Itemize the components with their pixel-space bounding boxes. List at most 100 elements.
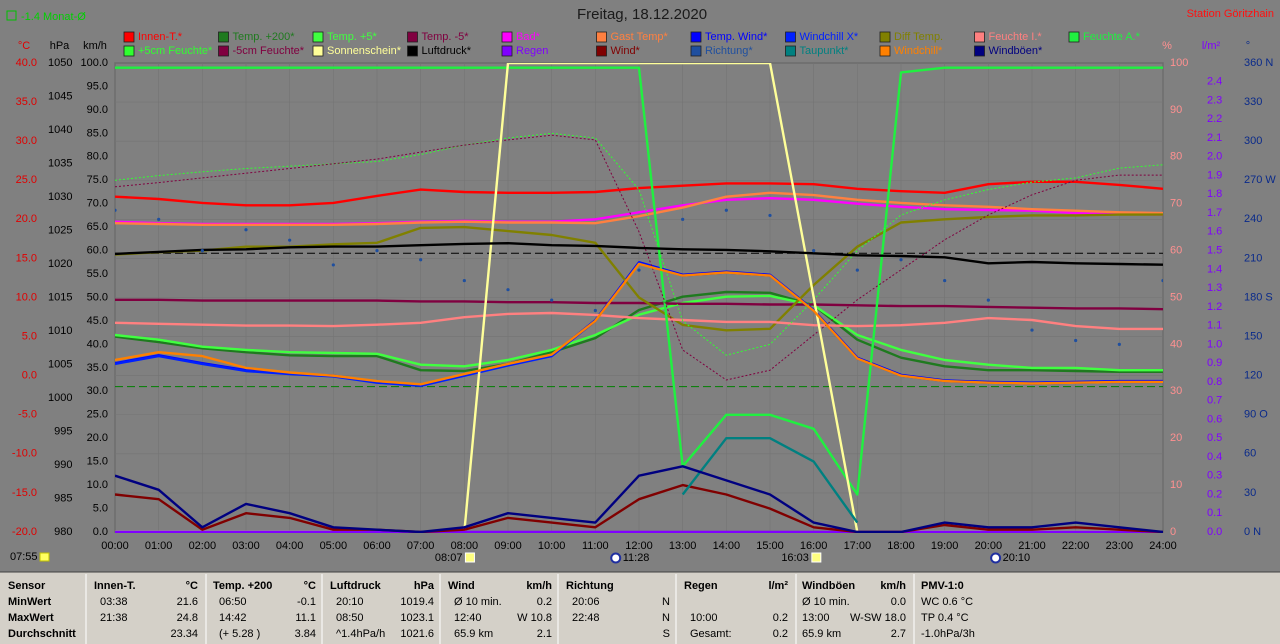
y-tick-label: 60 — [1170, 245, 1182, 257]
table-unit: km/h — [526, 580, 552, 592]
legend-label: Regen — [516, 45, 548, 57]
legend-label: Innen-T.* — [138, 31, 183, 43]
y-tick-label: 1.1 — [1207, 320, 1222, 332]
x-tick-label: 20:00 — [975, 540, 1003, 552]
y-tick-label: 0.9 — [1207, 357, 1222, 369]
legend-label: Gast Temp* — [611, 31, 669, 43]
x-tick-label: 08:00 — [451, 540, 479, 552]
table-cell: 24.8 — [177, 612, 198, 624]
table-cell: Ø 10 min. — [454, 596, 502, 608]
y-tick-label: 0.5 — [1207, 432, 1222, 444]
y-tick-label: 0.6 — [1207, 413, 1222, 425]
y-tick-label: 5.0 — [93, 502, 108, 514]
y-tick-label: 180 S — [1244, 291, 1273, 303]
series-line — [115, 191, 1163, 226]
series-line — [115, 311, 1163, 331]
chart-title: Freitag, 18.12.2020 — [577, 6, 707, 23]
table-cell: 13:00 — [802, 612, 830, 624]
legend-swatch — [501, 31, 513, 43]
legend-label: Luftdruck* — [422, 45, 472, 57]
legend-swatch — [879, 45, 891, 57]
y-tick-label: 25.0 — [16, 174, 37, 186]
y-tick-label: 240 — [1244, 213, 1262, 225]
reference-label: -1.4 Monat-Ø — [21, 11, 86, 23]
legend-swatch — [690, 45, 702, 57]
series-line — [115, 294, 1163, 372]
data-point — [637, 268, 641, 272]
y-tick-label: 1050 — [48, 57, 72, 69]
legend-swatch — [218, 45, 229, 57]
data-point — [1074, 338, 1078, 343]
table-cell: 2.7 — [891, 628, 906, 640]
x-tick-label: 10:00 — [538, 540, 566, 552]
x-tick-label: 07:00 — [407, 540, 435, 552]
y-tick-label: 80.0 — [87, 151, 108, 163]
y-tick-label: 0.1 — [1207, 507, 1222, 519]
series-line — [115, 262, 1163, 386]
y-tick-label: -5.0 — [18, 409, 37, 421]
table-cell: 03:38 — [100, 596, 128, 608]
y-tick-label: 45.0 — [87, 315, 108, 327]
axis-unit: km/h — [83, 40, 107, 52]
data-point — [724, 208, 728, 212]
data-point — [1117, 342, 1121, 346]
legend-swatch — [785, 45, 796, 57]
legend-swatch — [785, 31, 796, 43]
average-icon — [6, 10, 17, 21]
series-line — [115, 134, 1163, 381]
y-tick-label: 35.0 — [87, 362, 108, 374]
series-line — [115, 132, 1163, 356]
table-cell: N — [662, 612, 670, 624]
y-tick-label: 10.0 — [87, 479, 108, 491]
y-tick-label: 1.6 — [1207, 226, 1222, 238]
table-cell: 1019.4 — [400, 596, 434, 608]
y-tick-label: 1015 — [48, 291, 72, 303]
y-tick-label: -20.0 — [12, 526, 37, 538]
y-tick-label: 2.1 — [1207, 132, 1222, 144]
y-tick-label: 980 — [54, 526, 72, 538]
y-tick-label: 1.0 — [1207, 338, 1222, 350]
series-line — [681, 437, 859, 524]
grid — [114, 62, 1164, 533]
y-tick-label: 985 — [54, 492, 72, 504]
series-line — [115, 298, 1163, 311]
y-tick-label: 20.0 — [87, 432, 108, 444]
data-point — [681, 217, 685, 221]
y-tick-label: 1000 — [48, 392, 72, 404]
y-tick-label: 60.0 — [87, 245, 108, 257]
x-tick-label: 19:00 — [931, 540, 959, 552]
legend-swatch — [407, 45, 418, 57]
y-tick-label: 15.0 — [87, 456, 108, 468]
y-tick-label: 10.0 — [16, 291, 37, 303]
legend-label: Diff Temp. — [894, 31, 943, 43]
x-tick-label: 11:00 — [582, 540, 609, 552]
legend-label: Taupunkt* — [800, 45, 850, 57]
legend-swatch — [879, 31, 891, 43]
legend-label: Windchill* — [894, 45, 943, 57]
legend-swatch — [123, 45, 135, 57]
table-header: Windböen — [802, 580, 855, 592]
data-point — [1030, 328, 1034, 332]
legend-swatch — [596, 31, 607, 43]
station-name: Station Göritzhain — [1187, 8, 1274, 20]
y-tick-label: 40.0 — [87, 338, 108, 350]
row-label: MaxWert — [8, 612, 54, 624]
data-point — [288, 238, 292, 242]
table-cell: 11.1 — [295, 612, 316, 624]
y-tick-label: 0.8 — [1207, 376, 1222, 388]
table-cell: WC 0.6 °C — [921, 596, 973, 608]
table-cell: Gesamt: — [690, 628, 732, 640]
legend-label: Temp. +5* — [327, 31, 378, 43]
data-point — [855, 268, 859, 272]
y-tick-label: 120 — [1244, 370, 1262, 382]
y-tick-label: 35.0 — [16, 96, 37, 108]
x-tick-label: 12:00 — [625, 540, 653, 552]
legend-label: Temp. +200* — [233, 31, 296, 43]
series-line — [115, 66, 1163, 496]
table-cell: (+ 5.28 ) — [219, 628, 260, 640]
y-tick-label: 360 N — [1244, 57, 1273, 69]
y-tick-label: 55.0 — [87, 268, 108, 280]
y-tick-label: 100 — [1170, 57, 1188, 69]
x-tick-label: 02:00 — [189, 540, 217, 552]
table-cell: 1023.1 — [400, 612, 434, 624]
